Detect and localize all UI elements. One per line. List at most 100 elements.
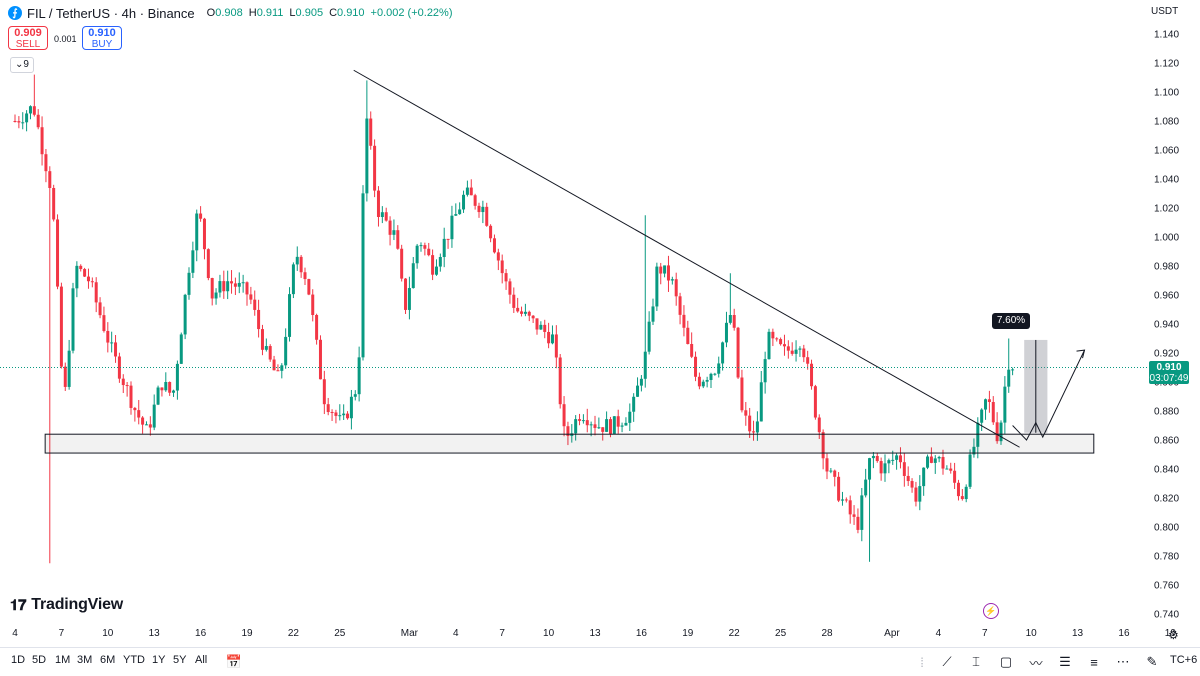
candle bbox=[759, 370, 763, 422]
timeframe-1m[interactable]: 1M bbox=[55, 654, 71, 666]
sell-button[interactable]: 0.909 SELL bbox=[8, 26, 48, 50]
lightning-icon[interactable]: ⚡ bbox=[983, 603, 999, 619]
candle bbox=[187, 267, 191, 300]
candle-body bbox=[512, 294, 516, 308]
timeframe-3m[interactable]: 3M bbox=[77, 654, 93, 666]
candle bbox=[284, 328, 288, 369]
candle bbox=[407, 276, 411, 320]
last-price-value: 0.910 bbox=[1156, 362, 1182, 373]
timeframe-5y[interactable]: 5Y bbox=[173, 654, 187, 666]
candle-body bbox=[307, 279, 311, 295]
candle-body bbox=[411, 263, 415, 289]
candle bbox=[79, 264, 83, 272]
candle-body bbox=[400, 248, 404, 279]
price-axis[interactable]: 1.140 1.120 1.100 1.080 1.060 1.040 1.020 1.000… bbox=[1154, 30, 1179, 621]
candle bbox=[141, 416, 145, 434]
y-tick-label: 1.040 bbox=[1154, 175, 1179, 186]
candle-body bbox=[86, 276, 90, 282]
candle-body bbox=[597, 427, 601, 429]
y-tick-label: 1.020 bbox=[1154, 204, 1179, 215]
candle-body bbox=[705, 379, 709, 382]
candle bbox=[299, 254, 303, 278]
candle-body bbox=[75, 265, 79, 289]
timezone-label[interactable]: TC+6 bbox=[1170, 654, 1198, 666]
candle-body bbox=[260, 329, 264, 350]
ohlc-open: O0.908 bbox=[206, 7, 243, 19]
candle-body bbox=[910, 481, 914, 488]
rectangle-icon[interactable]: ▢ bbox=[999, 654, 1013, 669]
time-axis[interactable]: 4 7 10 13 16 19 22 25 Mar 4 7 10 13 16 19 22 25 28 Apr 4 7 10… bbox=[12, 628, 1176, 639]
candle-body bbox=[759, 382, 763, 422]
candle bbox=[941, 449, 945, 475]
candle bbox=[663, 265, 667, 278]
candle-body bbox=[616, 416, 620, 427]
candle-body bbox=[798, 348, 802, 350]
timeframe-ytd[interactable]: YTD bbox=[123, 654, 145, 666]
candle bbox=[999, 420, 1003, 445]
candle-body bbox=[902, 462, 906, 476]
chart-canvas[interactable]: 1.140 1.120 1.100 1.080 1.060 1.040 1.020 1.000… bbox=[0, 0, 1200, 647]
path-icon[interactable]: 〰 bbox=[1029, 655, 1043, 671]
axis-settings-icon[interactable]: ⚙ bbox=[1168, 628, 1179, 642]
candle bbox=[67, 339, 71, 390]
candle-body bbox=[106, 330, 110, 343]
candle-body bbox=[786, 346, 790, 351]
indicators-toggle[interactable]: ⌄9 bbox=[10, 57, 34, 73]
timeframe-1y[interactable]: 1Y bbox=[152, 654, 166, 666]
tradingview-logo[interactable]: 𝟏𝟕 TradingView bbox=[10, 596, 123, 614]
timeframe-1d[interactable]: 1D bbox=[11, 654, 26, 666]
candle bbox=[539, 321, 543, 330]
candle bbox=[226, 270, 230, 300]
timeframe-5d[interactable]: 5D bbox=[32, 654, 47, 666]
y-tick-label: 1.060 bbox=[1154, 146, 1179, 157]
candle-body bbox=[895, 455, 899, 460]
buy-button[interactable]: 0.910 BUY bbox=[82, 26, 122, 50]
x-tick-label: 10 bbox=[102, 628, 114, 639]
candle-body bbox=[991, 402, 995, 423]
candle bbox=[56, 214, 60, 290]
candle-body bbox=[404, 278, 408, 310]
chart-header: ⨍ FIL / TetherUS · 4h · Binance O0.908 H… bbox=[8, 4, 453, 22]
candle-body bbox=[469, 187, 473, 196]
brush-icon[interactable]: ✎ bbox=[1146, 654, 1158, 669]
bar-countdown: 03:07:49 bbox=[1149, 373, 1189, 384]
candle bbox=[829, 467, 833, 474]
fib-icon[interactable]: ⌶ bbox=[972, 654, 980, 669]
candle-body bbox=[137, 410, 141, 418]
lines-icon[interactable]: ☰ bbox=[1059, 654, 1071, 669]
candle bbox=[674, 272, 678, 306]
timeframe-all[interactable]: All bbox=[195, 654, 208, 666]
draw-handle-icon[interactable]: ⁞ bbox=[920, 654, 924, 670]
candle-body bbox=[956, 482, 960, 497]
timeframe-6m[interactable]: 6M bbox=[100, 654, 116, 666]
x-tick-label: Mar bbox=[401, 628, 419, 639]
candle-body bbox=[999, 422, 1003, 442]
candle bbox=[311, 289, 315, 322]
symbol-title[interactable]: FIL / TetherUS · 4h · Binance bbox=[27, 5, 195, 21]
pattern-icon[interactable]: ≡ bbox=[1090, 654, 1098, 670]
candle bbox=[864, 468, 868, 498]
descending-trendline[interactable] bbox=[353, 69, 1020, 448]
candle-body bbox=[810, 363, 814, 387]
candle-body bbox=[875, 455, 879, 462]
candle-body bbox=[840, 499, 844, 501]
candles-layer bbox=[13, 74, 1015, 564]
candle-body bbox=[918, 486, 922, 502]
candle-body bbox=[431, 255, 435, 275]
candle bbox=[670, 276, 674, 285]
x-tick-label: Apr bbox=[884, 628, 900, 639]
projection-icon[interactable]: ⋯ bbox=[1116, 654, 1130, 669]
date-range-icon[interactable]: 📅 bbox=[225, 654, 243, 669]
candle-body bbox=[230, 281, 234, 284]
candle-body bbox=[535, 318, 539, 330]
support-zone-rectangle[interactable] bbox=[44, 433, 1095, 454]
candle-body bbox=[539, 324, 543, 330]
candle bbox=[63, 362, 67, 391]
candle bbox=[960, 489, 964, 501]
trendline-icon[interactable]: ⟋ bbox=[942, 654, 952, 669]
candle bbox=[164, 372, 168, 392]
candle-body bbox=[291, 264, 295, 295]
projection-path[interactable] bbox=[1012, 349, 1085, 441]
candle-body bbox=[779, 339, 783, 345]
currency-label[interactable]: USDT bbox=[1151, 6, 1179, 17]
